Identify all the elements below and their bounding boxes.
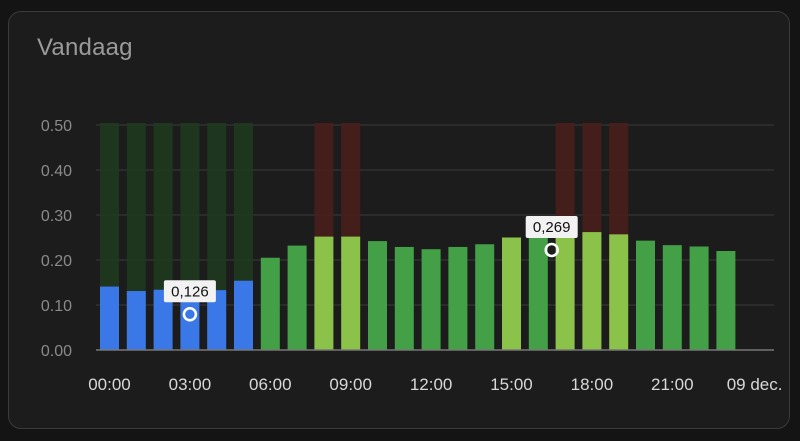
bar-20 <box>636 240 655 350</box>
bar-22 <box>689 246 709 350</box>
bar-17 <box>555 228 575 350</box>
bar-16 <box>528 237 548 350</box>
bar-2 <box>153 289 173 350</box>
bar-10 <box>368 241 387 350</box>
x-tick-label: 15:00 <box>490 375 533 394</box>
bar-13 <box>448 246 468 350</box>
bar-14 <box>475 244 495 350</box>
y-tick-label: 0.10 <box>41 298 72 315</box>
bar-21 <box>662 245 682 350</box>
bar-3 <box>180 293 200 350</box>
bar-18 <box>582 232 602 350</box>
bar-19 <box>609 234 629 350</box>
bar-4 <box>207 290 227 350</box>
data-label: 0,126 <box>171 283 209 300</box>
bar-23 <box>716 251 736 350</box>
x-tick-label: 21:00 <box>651 375 694 394</box>
x-tick-label: 12:00 <box>410 375 453 394</box>
x-tick-label: 09 dec. <box>727 375 783 394</box>
bar-0 <box>100 286 119 350</box>
bar-1 <box>126 291 146 350</box>
y-tick-label: 0.30 <box>41 208 72 225</box>
bar-7 <box>287 245 307 350</box>
bar-9 <box>341 236 361 350</box>
bar-8 <box>314 236 334 350</box>
y-tick-label: 0.00 <box>41 343 72 360</box>
x-tick-label: 09:00 <box>329 375 372 394</box>
data-label-box <box>525 215 578 238</box>
data-point-marker <box>544 242 559 258</box>
bar-12 <box>421 249 441 350</box>
bar-6 <box>260 257 280 350</box>
data-point-marker <box>182 307 198 322</box>
x-tick-label: 18:00 <box>571 375 614 394</box>
y-tick-label: 0.20 <box>41 253 72 270</box>
bar-11 <box>394 246 414 350</box>
x-tick-label: 00:00 <box>88 375 131 394</box>
x-tick-label: 03:00 <box>169 375 212 394</box>
card-title: Vandaag <box>37 34 133 61</box>
y-tick-label: 0.40 <box>41 163 72 180</box>
x-tick-label: 06:00 <box>249 375 292 394</box>
data-label: 0,269 <box>533 219 571 236</box>
y-tick-label: 0.50 <box>41 118 72 135</box>
data-label-box <box>163 280 216 303</box>
bar-15 <box>502 237 521 350</box>
bar-5 <box>234 280 253 350</box>
